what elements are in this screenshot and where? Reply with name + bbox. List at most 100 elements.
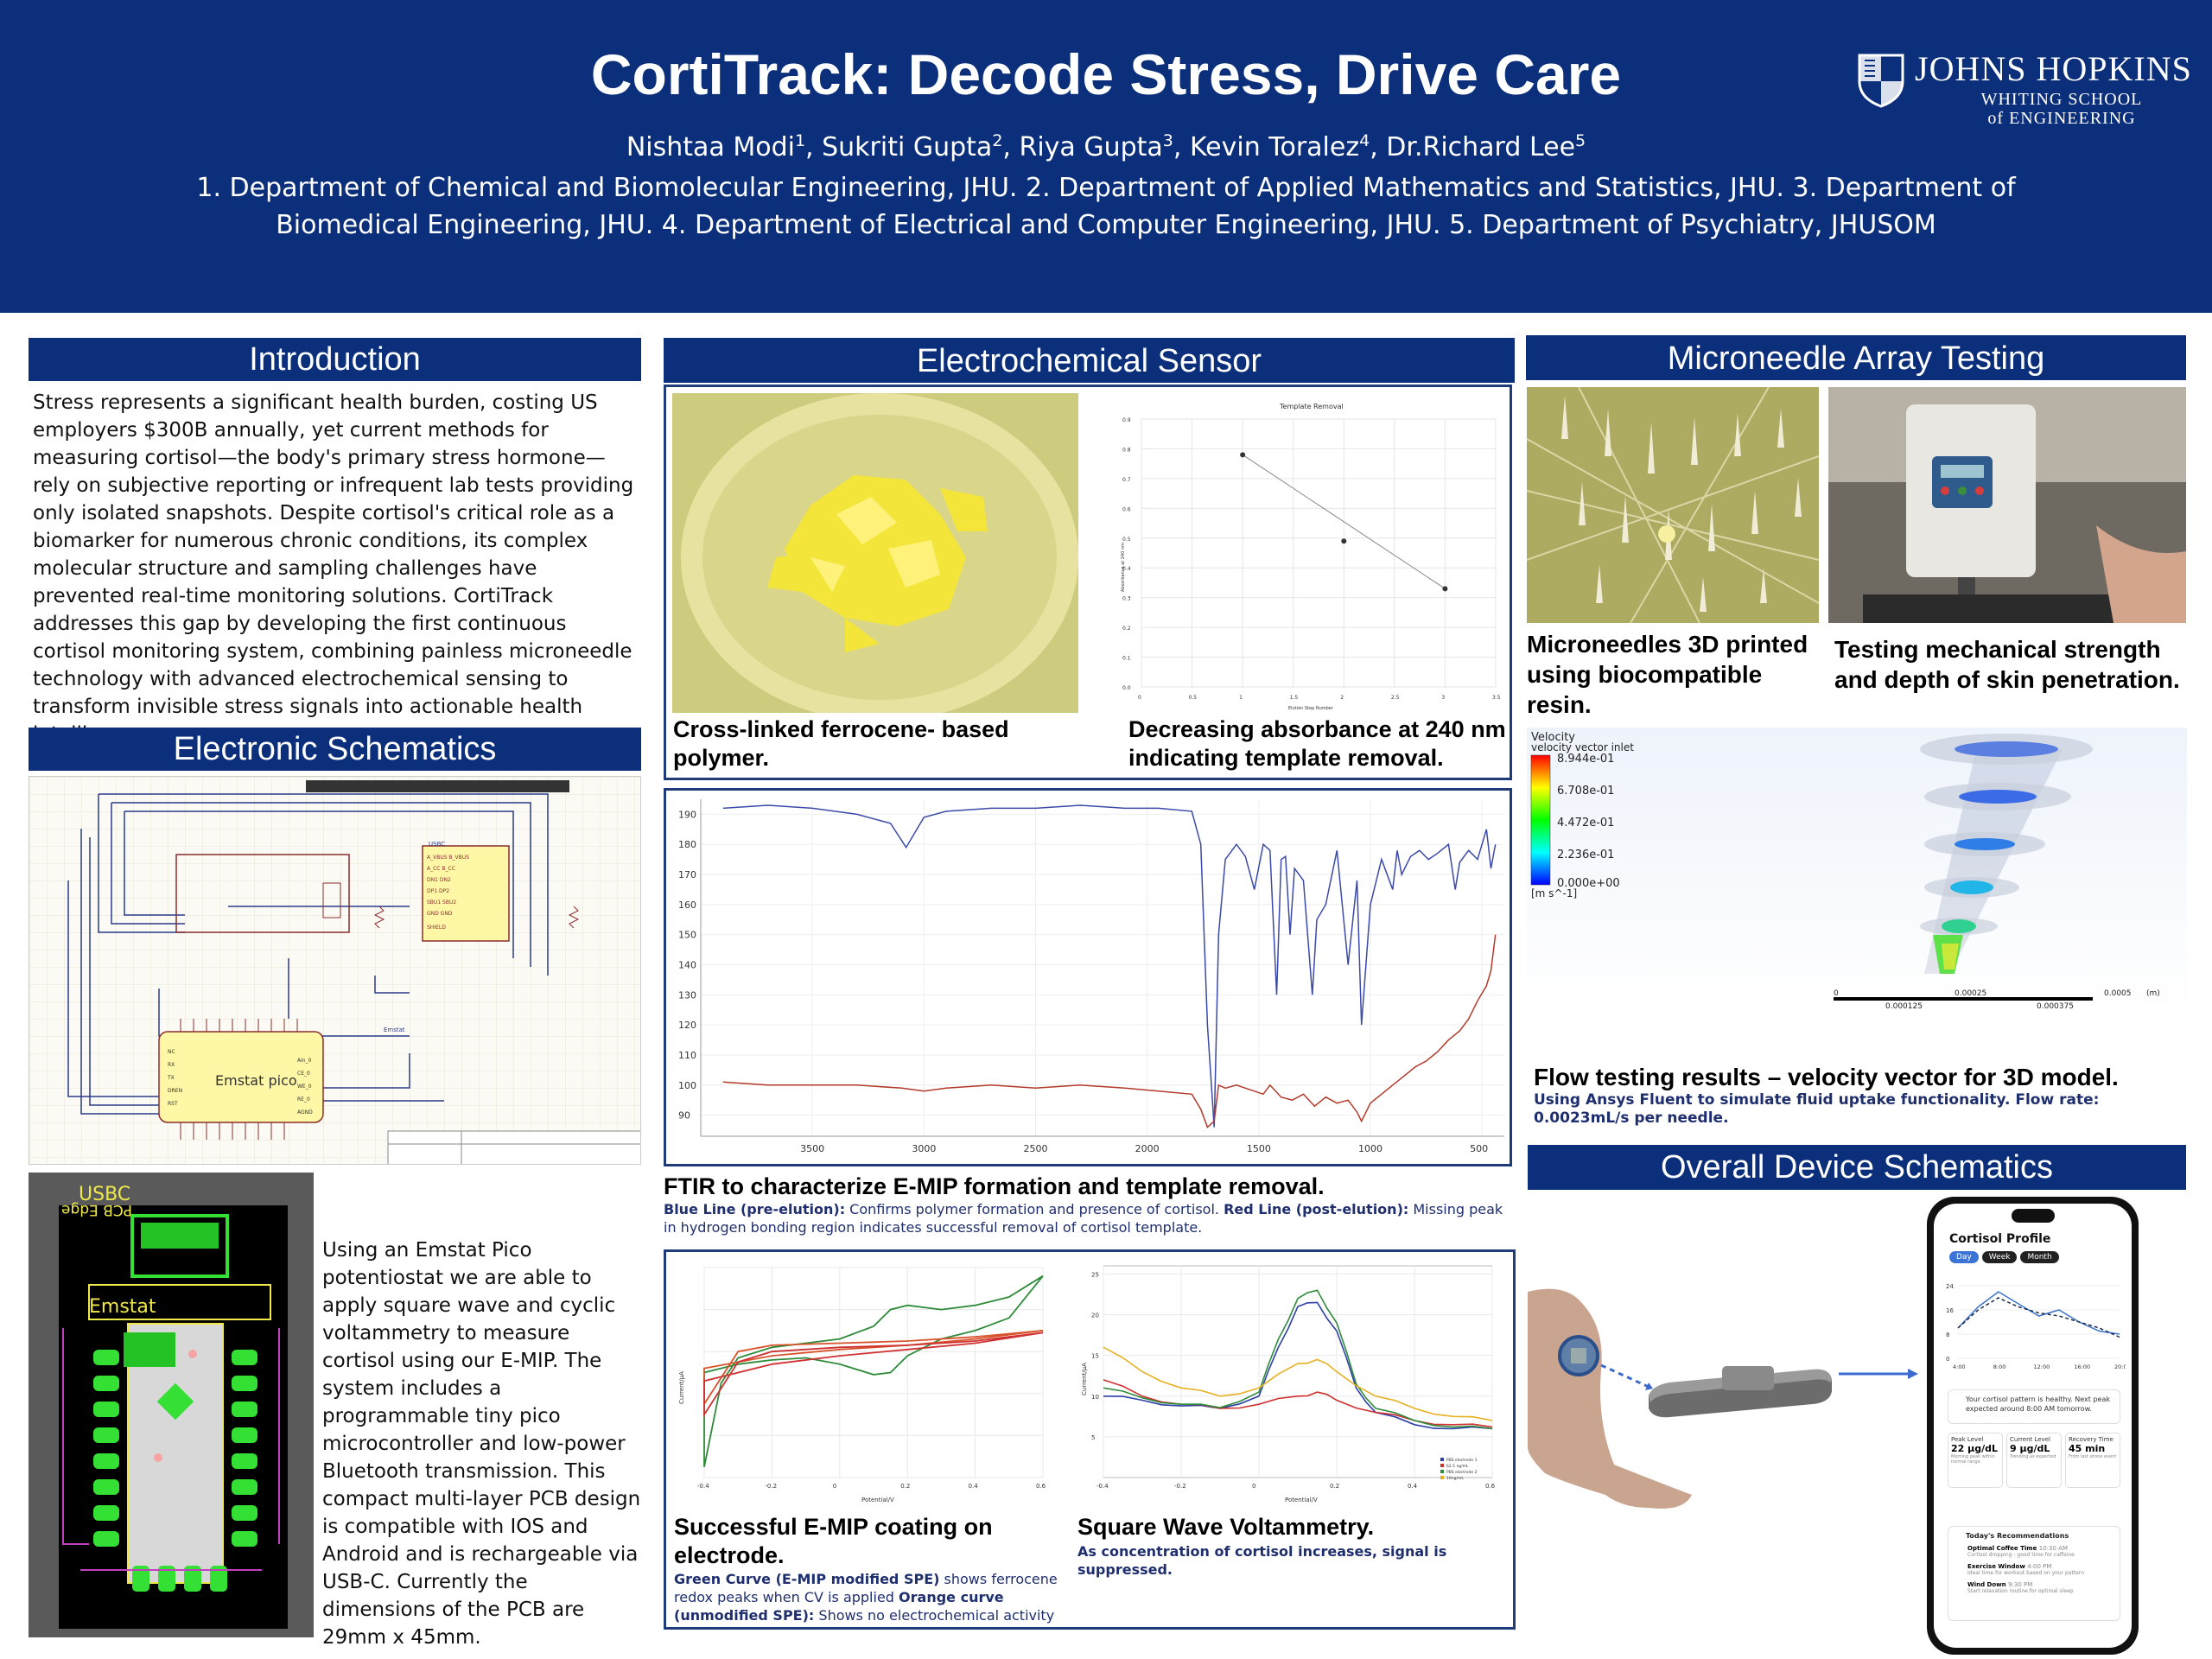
- x-tick-label: 1500: [1247, 1143, 1271, 1154]
- pico-label: Emstat pico: [215, 1072, 297, 1089]
- legend-swatch: [1440, 1470, 1444, 1473]
- mechanical-caption: Testing mechanical strength and depth of…: [1834, 636, 2180, 693]
- x-tick-label: 0: [1138, 695, 1141, 701]
- svg-text:2.236e-01: 2.236e-01: [1557, 849, 1614, 861]
- series-line: [1957, 1291, 2120, 1335]
- x-tick-label: 3000: [912, 1143, 936, 1154]
- x-tick-label: 3.5: [1492, 695, 1501, 701]
- tab-week[interactable]: Week: [1981, 1251, 2018, 1263]
- legend-label: 10ng/mL: [1446, 1476, 1464, 1481]
- data-point: [1341, 538, 1347, 544]
- x-tick-label: 0.4: [1408, 1483, 1418, 1490]
- shield-icon: [1858, 54, 1904, 108]
- schematics-text: Using an Emstat Pico potentiostat we are…: [322, 1239, 641, 1649]
- data-point: [1442, 586, 1448, 592]
- pcb-layout: USBC PCB Edge Emstat: [29, 1173, 314, 1637]
- y-tick-label: 90: [678, 1110, 690, 1122]
- y-tick-label: 130: [678, 989, 696, 1001]
- y-tick-label: 25: [1091, 1271, 1099, 1278]
- y-tick-label: 110: [678, 1050, 696, 1061]
- x-tick-label: 0.6: [1036, 1483, 1046, 1490]
- y-tick-label: 120: [678, 1020, 696, 1031]
- stat-card: Peak Level 22 μg/dL Morning peak within …: [1948, 1433, 2003, 1488]
- trendline: [1242, 454, 1446, 589]
- tab-month[interactable]: Month: [2020, 1251, 2059, 1263]
- x-tick-label: 20:00: [2114, 1363, 2126, 1370]
- tab-day[interactable]: Day: [1949, 1251, 1979, 1263]
- affiliations: 1. Department of Chemical and Biomolecul…: [196, 173, 2016, 240]
- circuit-schematic: USBC A_VBUS B_VBUS A_CC B_CC DN1 DN2 DP1 D…: [29, 776, 641, 1165]
- y-tick-label: 140: [678, 960, 696, 971]
- y-tick-label: 0.0: [1122, 685, 1131, 691]
- microneedle-photo: [1527, 387, 1819, 623]
- svg-text:SBU1 SBU2: SBU1 SBU2: [427, 899, 456, 906]
- cv-chart: -0.4 -0.2 0 0.2 0.4 0.6 Potential/V Current/μA: [671, 1257, 1052, 1508]
- plot-area: [703, 1267, 1044, 1478]
- series-line: [1103, 1346, 1493, 1421]
- microneedle-caption: Microneedles 3D printed using biocompati…: [1527, 631, 1808, 718]
- app-alert: Your cortisol pattern is healthy. Next p…: [1948, 1389, 2120, 1424]
- svg-text:SHIELD: SHIELD: [427, 925, 446, 931]
- svg-text:[m s^-1]: [m s^-1]: [1531, 887, 1577, 899]
- x-tick-label: 0.4: [969, 1483, 979, 1490]
- x-axis-label: Potential/V: [861, 1497, 894, 1503]
- svg-text:A_CC B_CC: A_CC B_CC: [427, 866, 455, 872]
- device-heading: Overall Device Schematics: [1528, 1145, 2186, 1190]
- y-tick-label: 100: [678, 1080, 696, 1091]
- author: Riya Gupta: [1019, 132, 1163, 162]
- svg-text:8.944e-01: 8.944e-01: [1557, 753, 1614, 766]
- x-tick-label: 0: [1252, 1483, 1255, 1490]
- svg-text:NC: NC: [168, 1049, 175, 1055]
- legend-label: 62.5 ng/mL: [1446, 1464, 1469, 1469]
- polymer-photo: [672, 393, 1078, 713]
- data-point: [1240, 452, 1246, 458]
- y-tick-label: 0.7: [1122, 477, 1131, 483]
- svg-text:DP1 DP2: DP1 DP2: [427, 888, 449, 894]
- pcb-emstat-silk: Emstat: [89, 1296, 156, 1318]
- author: Nishtaa Modi: [626, 132, 795, 162]
- y-tick-label: 5: [1091, 1434, 1095, 1441]
- series-line: [703, 1330, 1044, 1407]
- x-tick-label: 3500: [800, 1143, 824, 1154]
- y-tick-label: 0.6: [1122, 506, 1131, 512]
- legend-label: PBS electrode 2: [1446, 1470, 1478, 1475]
- x-tick-label: 8:00: [1993, 1363, 2006, 1370]
- plot-area: [1103, 1265, 1493, 1478]
- chart-title: Template Removal: [1279, 403, 1344, 410]
- y-tick-label: 160: [678, 899, 696, 911]
- x-axis-label: Potential/V: [1285, 1497, 1318, 1503]
- x-tick-label: 0.5: [1189, 695, 1198, 701]
- series-line: [1103, 1301, 1493, 1430]
- y-tick-label: 0.9: [1122, 417, 1131, 423]
- logo-line-2: WHITING SCHOOL: [1980, 90, 2143, 109]
- y-tick-label: 0: [1946, 1356, 1949, 1363]
- schematics-heading: Electronic Schematics: [29, 728, 641, 771]
- usbc-label: USBC: [429, 841, 445, 848]
- swv-note: As concentration of cortisol increases, …: [1077, 1543, 1447, 1578]
- x-tick-label: -0.4: [697, 1483, 709, 1490]
- flow-caption: Flow testing results – velocity vector f…: [1534, 1064, 2119, 1090]
- recommendations-card: Today's Recommendations Optimal Coffee T…: [1948, 1526, 2120, 1621]
- y-tick-label: 0.8: [1122, 447, 1131, 453]
- y-tick-label: 0.3: [1122, 596, 1131, 602]
- x-tick-label: -0.2: [765, 1483, 777, 1490]
- x-tick-label: -0.2: [1174, 1483, 1186, 1490]
- author-list: Nishtaa Modi1, Sukriti Gupta2, Riya Gupt…: [626, 131, 1586, 162]
- x-tick-label: 0.2: [1330, 1483, 1339, 1490]
- sim-legend-sub: velocity vector inlet: [1531, 741, 1634, 753]
- x-tick-label: 500: [1470, 1143, 1488, 1154]
- stat-card: Current Level 9 μg/dL Trending as expect…: [2006, 1433, 2062, 1488]
- poster-title: CortiTrack: Decode Stress, Drive Care: [590, 42, 1622, 106]
- svg-text:DN1 DN2: DN1 DN2: [427, 877, 451, 883]
- x-tick-label: 1.5: [1290, 695, 1299, 701]
- svg-text:Ain_0: Ain_0: [297, 1058, 312, 1064]
- series-line: [722, 804, 1497, 1128]
- series-line: [703, 1274, 1044, 1467]
- x-tick-label: 1000: [1358, 1143, 1382, 1154]
- y-tick-label: 15: [1091, 1353, 1099, 1360]
- x-axis-label: Elution Step Number: [1288, 706, 1334, 711]
- svg-text:AGND: AGND: [297, 1109, 313, 1116]
- y-tick-label: 190: [678, 809, 696, 820]
- device-schematic: [1528, 1197, 2202, 1659]
- svg-text:RST: RST: [168, 1101, 178, 1107]
